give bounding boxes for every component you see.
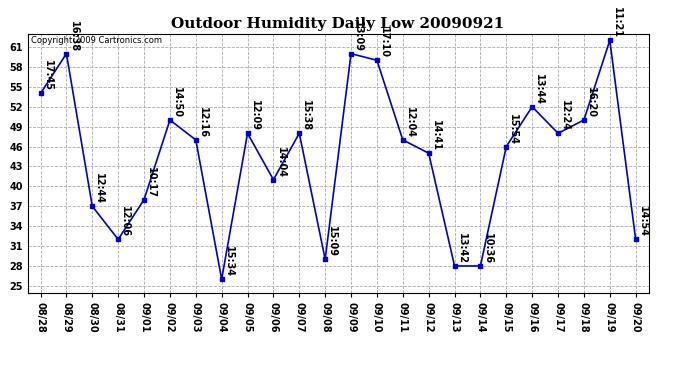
- Text: 16:38: 16:38: [68, 21, 79, 52]
- Text: 11:21: 11:21: [612, 8, 622, 38]
- Text: 12:06: 12:06: [120, 206, 130, 237]
- Text: 17:45: 17:45: [43, 60, 52, 92]
- Text: 15:09: 15:09: [327, 226, 337, 257]
- Text: 13:44: 13:44: [534, 74, 544, 105]
- Text: 14:04: 14:04: [275, 147, 286, 178]
- Text: 12:09: 12:09: [250, 100, 259, 131]
- Text: 13:42: 13:42: [457, 233, 466, 264]
- Text: 12:44: 12:44: [95, 173, 104, 204]
- Text: 10:17: 10:17: [146, 166, 156, 198]
- Text: 15:34: 15:34: [224, 246, 234, 277]
- Text: 14:41: 14:41: [431, 120, 441, 151]
- Text: 12:16: 12:16: [198, 107, 208, 138]
- Text: 12:04: 12:04: [405, 107, 415, 138]
- Text: 14:50: 14:50: [172, 87, 182, 118]
- Text: 15:54: 15:54: [509, 114, 518, 144]
- Text: 14:54: 14:54: [638, 206, 648, 237]
- Text: 16:20: 16:20: [586, 87, 596, 118]
- Text: 10:36: 10:36: [482, 233, 493, 264]
- Text: 12:24: 12:24: [560, 100, 570, 131]
- Text: 17:10: 17:10: [379, 27, 389, 58]
- Text: 15:38: 15:38: [302, 100, 311, 131]
- Title: Outdoor Humidity Daily Low 20090921: Outdoor Humidity Daily Low 20090921: [172, 17, 504, 31]
- Text: 13:09: 13:09: [353, 21, 363, 52]
- Text: Copyright 2009 Cartronics.com: Copyright 2009 Cartronics.com: [31, 36, 161, 45]
